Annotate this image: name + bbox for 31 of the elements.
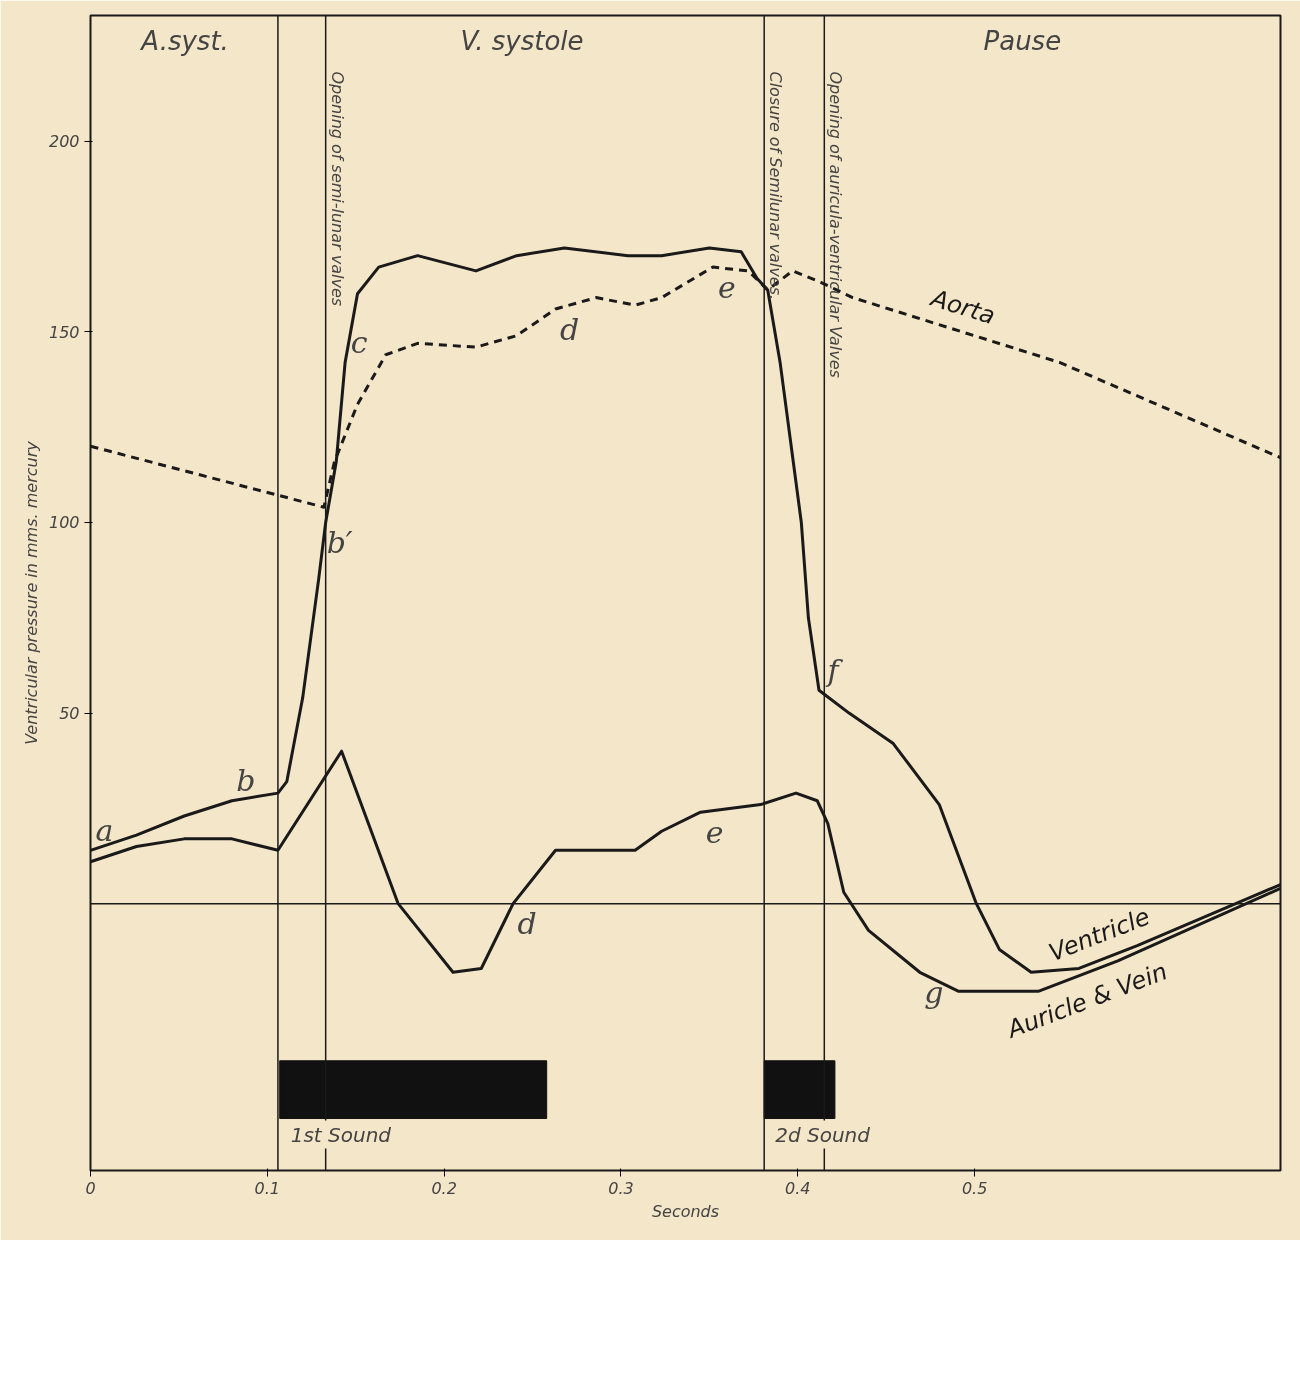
ref-line-label: Opening of semi-lunar valves xyxy=(327,71,347,307)
y-tick-label: 50 xyxy=(59,704,80,724)
annotation: g xyxy=(924,974,944,1010)
annotation: c xyxy=(350,324,368,360)
x-axis-title: Seconds xyxy=(651,1201,720,1221)
x-tick-label: 0 xyxy=(85,1178,96,1198)
annotation: d xyxy=(517,906,537,942)
x-tick-label: 0.4 xyxy=(785,1178,811,1198)
y-axis-title: Ventricular pressure in mms. mercury xyxy=(21,440,41,745)
annotation: b xyxy=(236,763,256,799)
annotation: a xyxy=(95,812,114,848)
x-tick-label: 0.1 xyxy=(254,1178,281,1198)
annotation: e xyxy=(705,815,724,851)
annotation: V. systole xyxy=(460,25,584,56)
annotation: Pause xyxy=(983,25,1062,56)
x-tick-label: 0.2 xyxy=(431,1178,457,1198)
ref-line-label: Closure of Semilunar valves. xyxy=(766,71,786,301)
x-tick-label: 0.3 xyxy=(608,1178,634,1198)
annotation: d xyxy=(559,311,580,347)
ref-line-label: Opening of auricula-ventricular Valves xyxy=(826,71,846,378)
annotation: e xyxy=(718,270,736,306)
y-tick-label: 100 xyxy=(48,513,80,533)
annotation: f xyxy=(825,652,844,688)
y-tick-label: 200 xyxy=(48,132,80,152)
annotation: A.syst. xyxy=(139,25,229,56)
y-tick-label: 150 xyxy=(48,322,80,342)
x-tick-label: 0.5 xyxy=(961,1178,988,1198)
annotation: b′ xyxy=(326,524,353,560)
band-label: 1st Sound xyxy=(290,1122,392,1147)
band-label: 2d Sound xyxy=(775,1122,871,1147)
text: Aorta xyxy=(926,283,999,331)
